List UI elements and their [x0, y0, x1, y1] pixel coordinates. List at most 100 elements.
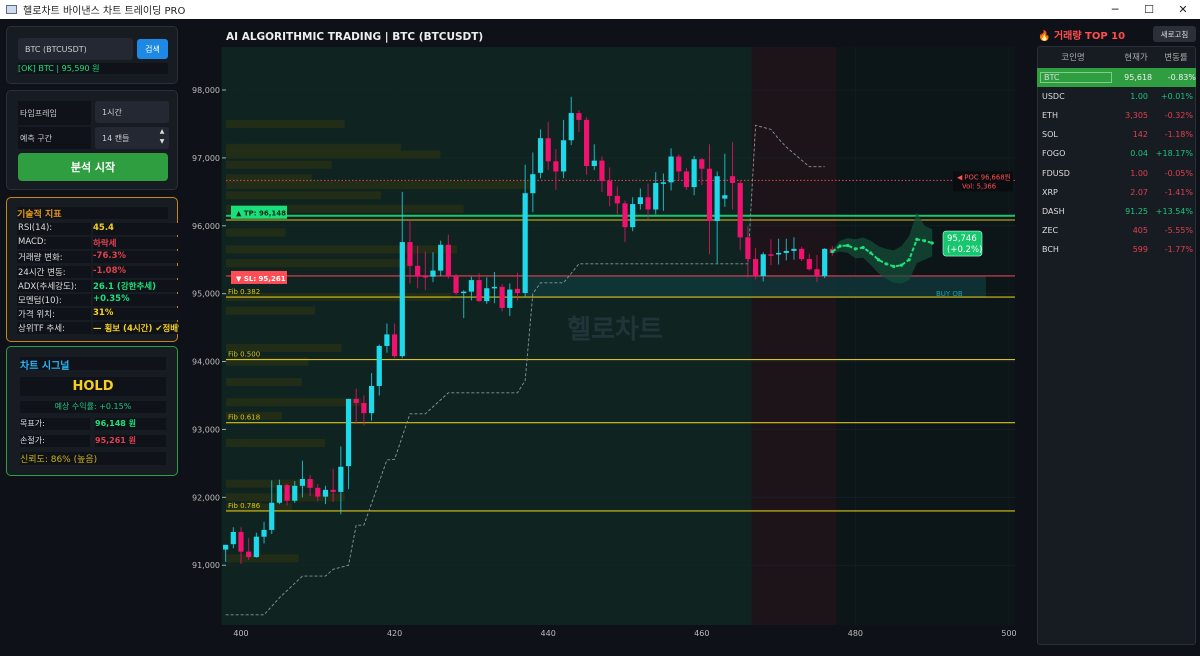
candle-body [261, 529, 267, 537]
volume-profile-bar [226, 143, 401, 152]
indicator-label: ADX(추세강도): [17, 279, 91, 292]
maximize-button[interactable]: ☐ [1144, 3, 1154, 16]
volume-profile-bar [226, 398, 362, 407]
indicator-row: MACD: 하락세 [17, 237, 179, 250]
forecast-point [884, 262, 888, 266]
coin-price: 405 [1132, 225, 1148, 235]
indicator-row: ADX(추세강도): 26.1 (강한추세) [17, 279, 179, 292]
candle-body [238, 531, 244, 552]
candle [776, 238, 782, 265]
candle-body [230, 531, 236, 545]
y-tick-label: 97,000 [192, 154, 220, 163]
search-button[interactable]: 검색 [137, 39, 168, 59]
coin-price: 3,305 [1125, 111, 1148, 121]
confidence: 신뢰도: 86% (높음) [20, 452, 166, 465]
indicator-value: — 횡보 (4시간) ✔정배열 [93, 322, 179, 335]
fib-label: Fib 0.382 [228, 288, 260, 296]
candle [368, 373, 375, 421]
indicator-value: -1.08% [93, 265, 179, 278]
candle [476, 273, 482, 302]
candle [653, 172, 659, 215]
coin-price: 142 [1132, 130, 1148, 140]
col-name-header[interactable]: 코인명 [1061, 53, 1085, 63]
window-title: 헬로차트 바이낸스 차트 트레이딩 PRO [23, 6, 186, 17]
coin-row-bch[interactable]: BCH 599 -1.77% [1037, 240, 1196, 259]
candle-body [461, 291, 467, 294]
candle-body [668, 156, 674, 183]
spin-down-icon[interactable]: ▼ [159, 138, 165, 145]
start-analysis-button[interactable]: 분석 시작 [18, 153, 168, 181]
candle [752, 248, 759, 280]
forecast-price-label: 95,746 [947, 234, 977, 244]
refresh-button[interactable]: 새로고침 [1153, 26, 1196, 42]
col-price-header[interactable]: 현재가 [1124, 53, 1148, 63]
candle [607, 167, 613, 207]
coin-row-fdusd[interactable]: FDUSD 1.00 -0.05% [1037, 164, 1196, 183]
candle-body [407, 242, 413, 266]
volume-profile-bar [226, 411, 283, 420]
candle-body [576, 113, 582, 120]
candle-body [752, 259, 759, 277]
coin-price: 95,618 [1124, 73, 1153, 82]
x-tick-label: 500 [1001, 629, 1016, 638]
spin-up-icon[interactable]: ▲ [159, 128, 165, 135]
indicator-value: 31% [93, 308, 179, 321]
symbol-input[interactable]: BTC (BTCUSDT) [18, 38, 133, 60]
candle-body [399, 242, 405, 357]
coin-row-btc[interactable]: BTC 95,618 -0.83% [1037, 68, 1196, 87]
candle [345, 398, 352, 490]
y-tick-label: 98,000 [192, 86, 220, 95]
coin-row-sol[interactable]: SOL 142 -1.18% [1037, 125, 1196, 144]
candle [553, 149, 559, 190]
chart-title: AI ALGORITHMIC TRADING | BTC (BTCUSDT) [226, 31, 484, 43]
candle [699, 157, 705, 186]
candle [261, 521, 267, 544]
volume-profile-bar [226, 357, 309, 366]
minimize-button[interactable]: ─ [1111, 3, 1119, 16]
shaded-region [751, 47, 837, 625]
indicator-value: 45.4 [93, 223, 179, 235]
candle [768, 239, 774, 266]
candle-body [392, 334, 398, 357]
candle-body [568, 113, 574, 141]
forecast-point [907, 258, 911, 262]
indicator-label: MACD: [17, 237, 91, 250]
candle-body [545, 138, 551, 162]
candle-body [607, 180, 613, 196]
candle [722, 153, 728, 207]
candle-body [499, 286, 505, 308]
candle-body [584, 119, 590, 167]
coin-name: XRP [1042, 187, 1058, 197]
volume-profile-bar [226, 554, 299, 563]
coin-row-xrp[interactable]: XRP 2.07 -1.41% [1037, 183, 1196, 202]
volume-profile-bar [226, 245, 457, 254]
horizon-label: 예측 구간 [18, 127, 91, 149]
timeframe-select[interactable]: 1시간 [95, 101, 169, 123]
price-chart[interactable]: 91,000 92,000 93,000 94,000 95,000 96,000 97,0… [186, 20, 1026, 656]
coin-row-usdc[interactable]: USDC 1.00 +0.01% [1037, 87, 1196, 106]
candle [783, 238, 789, 261]
candle-body [507, 289, 513, 308]
coin-price: 0.04 [1130, 149, 1148, 159]
candle-body [299, 479, 306, 486]
target-label: 목표가: [20, 418, 90, 430]
candle [230, 527, 236, 549]
coin-change: -1.77% [1164, 244, 1193, 254]
coin-row-eth[interactable]: ETH 3,305 -0.32% [1037, 106, 1196, 125]
candle [422, 251, 428, 291]
timeframe-label: 타임프레임 [18, 101, 91, 125]
candle [729, 142, 736, 210]
indicator-label: 모멘텀(10): [17, 294, 91, 306]
candle-body [415, 265, 421, 277]
forecast-point [861, 245, 865, 250]
candle [438, 240, 444, 277]
col-change-header[interactable]: 변동률 [1164, 53, 1188, 63]
candle-body [353, 398, 359, 403]
close-button[interactable]: ✕ [1178, 3, 1188, 16]
coin-row-zec[interactable]: ZEC 405 -5.55% [1037, 221, 1196, 240]
poc-label: ◀ POC 96,668원 [957, 172, 1011, 181]
coin-row-dash[interactable]: DASH 91.25 +13.54% [1037, 202, 1196, 221]
horizon-spinner[interactable]: 14 캔들 [95, 127, 169, 149]
candle [361, 395, 367, 426]
coin-row-fogo[interactable]: FOGO 0.04 +18.17% [1037, 144, 1196, 163]
